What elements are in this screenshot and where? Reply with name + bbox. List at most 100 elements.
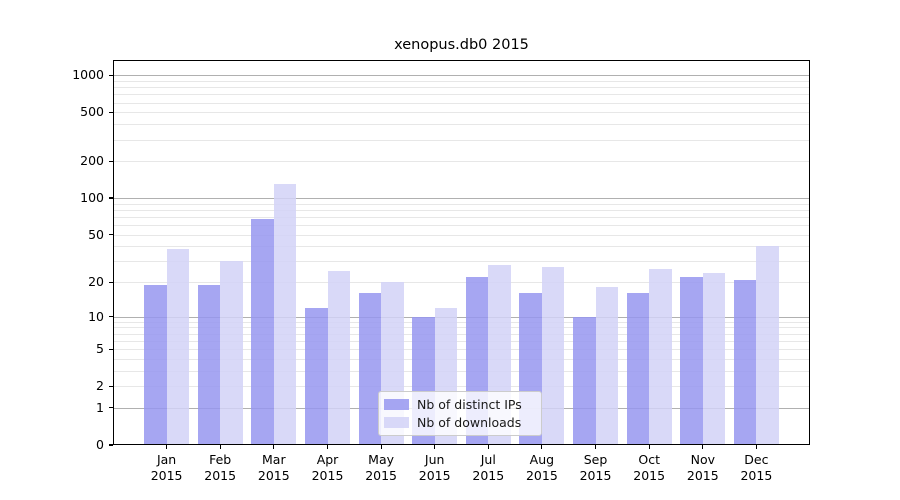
legend: Nb of distinct IPs Nb of downloads (378, 391, 542, 436)
legend-item-distinct-ips: Nb of distinct IPs (384, 397, 536, 412)
x-tick (702, 445, 704, 449)
minor-gridline (114, 333, 809, 335)
x-tick-label: Dec 2015 (740, 452, 773, 483)
minor-gridline (114, 216, 809, 218)
bar-downloads-apr (327, 270, 350, 444)
minor-gridline (114, 321, 809, 323)
minor-gridline (114, 370, 809, 372)
minor-gridline (114, 94, 809, 96)
x-tick (166, 445, 168, 449)
x-tick-label: May 2015 (365, 452, 397, 483)
y-tick-label: 50 (88, 226, 104, 242)
minor-gridline (114, 209, 809, 211)
x-tick-label: Nov 2015 (686, 452, 719, 483)
y-tick (109, 197, 113, 199)
minor-gridline (114, 246, 809, 248)
x-tick (487, 445, 489, 449)
minor-gridline (114, 261, 809, 263)
bar-distinct-ips-jan (144, 284, 167, 444)
x-tick-label: Aug 2015 (525, 452, 558, 483)
x-tick (380, 445, 382, 449)
y-tick (109, 444, 113, 446)
minor-gridline (114, 112, 809, 114)
major-gridline (114, 75, 809, 77)
y-tick (109, 160, 113, 162)
minor-gridline (114, 139, 809, 141)
minor-gridline (114, 161, 809, 163)
y-tick (109, 281, 113, 283)
y-tick-label: 2 (96, 378, 104, 394)
major-gridline (114, 198, 809, 199)
x-tick-label: Feb 2015 (204, 452, 237, 483)
x-tick (219, 445, 221, 449)
y-tick-label: 1 (96, 399, 104, 415)
bar-downloads-jan (166, 248, 190, 444)
x-tick (326, 445, 329, 449)
bar-downloads-oct (649, 268, 672, 444)
x-tick (273, 445, 275, 449)
x-tick-label: Jan 2015 (150, 452, 183, 483)
bar-distinct-ips-mar (251, 219, 274, 444)
minor-gridline (114, 203, 809, 205)
minor-gridline (114, 340, 809, 342)
minor-gridline (114, 124, 809, 126)
minor-gridline (114, 102, 809, 104)
y-tick (109, 74, 113, 76)
y-tick-label: 500 (80, 104, 104, 120)
y-tick-label: 100 (80, 190, 104, 205)
x-tick (434, 445, 436, 449)
bar-distinct-ips-sep (573, 316, 596, 444)
x-tick (648, 445, 650, 449)
y-tick (109, 316, 113, 318)
x-tick-label: Apr 2015 (311, 452, 344, 483)
x-tick-label: Sep 2015 (579, 452, 612, 483)
legend-label-distinct-ips: Nb of distinct IPs (417, 397, 522, 412)
bar-distinct-ips-may (358, 293, 382, 444)
major-gridline (114, 316, 809, 318)
y-tick (109, 348, 113, 350)
y-tick (109, 385, 113, 387)
bar-downloads-aug (541, 266, 565, 444)
bar-distinct-ips-apr (305, 307, 328, 444)
minor-gridline (114, 327, 809, 329)
x-tick-label: Oct 2015 (633, 452, 666, 483)
y-tick-label: 1000 (72, 67, 104, 83)
x-tick-label: Jun 2015 (418, 452, 451, 483)
y-tick-label: 10 (88, 308, 104, 324)
bar-downloads-sep (595, 287, 618, 444)
minor-gridline (114, 349, 809, 351)
x-tick (541, 445, 543, 449)
bar-distinct-ips-dec (733, 279, 757, 444)
minor-gridline (114, 80, 809, 82)
bar-downloads-nov (702, 272, 726, 444)
legend-label-downloads: Nb of downloads (417, 415, 522, 430)
minor-gridline (114, 386, 809, 388)
y-tick-label: 20 (88, 274, 104, 290)
x-tick (755, 445, 757, 449)
y-tick (109, 234, 113, 236)
y-tick-label: 200 (80, 153, 104, 169)
y-tick-label: 5 (96, 341, 104, 357)
bar-downloads-feb (220, 261, 243, 444)
minor-gridline (114, 358, 809, 360)
y-tick (109, 407, 113, 409)
y-tick (109, 111, 113, 113)
bar-downloads-dec (756, 246, 779, 444)
x-tick (594, 445, 597, 449)
bar-downloads-mar (273, 184, 297, 444)
y-tick-label: 0 (96, 437, 104, 452)
legend-item-downloads: Nb of downloads (384, 415, 536, 430)
legend-swatch-distinct-ips-icon (384, 399, 409, 410)
legend-swatch-downloads-icon (384, 417, 409, 428)
minor-gridline (114, 234, 809, 236)
x-tick-label: Jul 2015 (472, 452, 505, 483)
minor-gridline (114, 282, 809, 284)
bar-distinct-ips-feb (197, 284, 221, 444)
bar-distinct-ips-nov (680, 277, 703, 444)
chart-title: xenopus.db0 2015 (394, 37, 529, 53)
minor-gridline (114, 87, 809, 89)
x-tick-label: Mar 2015 (257, 452, 290, 483)
bar-distinct-ips-oct (626, 293, 650, 444)
minor-gridline (114, 225, 809, 226)
